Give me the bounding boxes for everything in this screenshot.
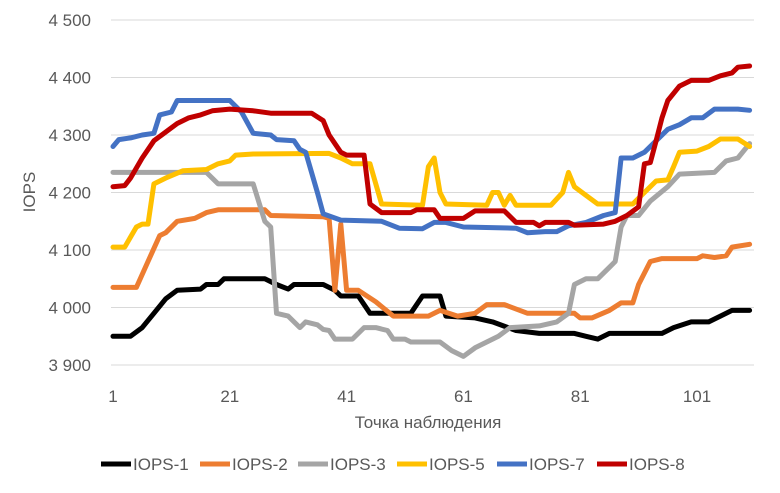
legend-item-iops-2: IOPS-2 — [200, 455, 288, 474]
series-line-iops-2 — [110, 207, 753, 321]
y-tick-label: 4 100 — [48, 241, 91, 260]
y-tick-label: 3 900 — [48, 356, 91, 375]
x-axis-title: Точка наблюдения — [355, 413, 502, 432]
legend: IOPS-1 IOPS-2 IOPS-3 IOPS-5 IOPS-7 IOPS-8 — [101, 455, 685, 474]
legend-label: IOPS-5 — [429, 455, 485, 474]
legend-item-iops-3: IOPS-3 — [298, 455, 386, 474]
x-axis-ticks: 1 21 41 61 81 101 — [108, 387, 711, 406]
y-tick-label: 4 300 — [48, 126, 91, 145]
x-tick-label: 41 — [337, 387, 356, 406]
legend-item-iops-8: IOPS-8 — [597, 455, 685, 474]
y-tick-label: 4 000 — [48, 299, 91, 318]
y-axis-ticks: 3 900 4 000 4 100 4 200 4 300 4 400 4 500 — [48, 11, 91, 375]
x-tick-label: 1 — [108, 387, 117, 406]
gridlines — [111, 19, 754, 308]
series-line-iops-8 — [110, 63, 753, 229]
legend-label: IOPS-3 — [330, 455, 386, 474]
series-line-iops-5 — [110, 136, 753, 250]
x-tick-label: 101 — [683, 387, 711, 406]
series-lines — [110, 63, 753, 359]
legend-item-iops-1: IOPS-1 — [101, 455, 189, 474]
y-tick-label: 4 200 — [48, 184, 91, 203]
legend-item-iops-5: IOPS-5 — [397, 455, 485, 474]
legend-label: IOPS-8 — [629, 455, 685, 474]
legend-item-iops-7: IOPS-7 — [497, 455, 585, 474]
y-tick-label: 4 400 — [48, 69, 91, 88]
series-line-iops-3 — [110, 141, 753, 359]
y-tick-label: 4 500 — [48, 11, 91, 30]
x-tick-label: 61 — [454, 387, 473, 406]
legend-label: IOPS-1 — [133, 455, 189, 474]
y-axis-title: IOPS — [20, 172, 39, 213]
series-line-iops-1 — [110, 276, 753, 342]
x-tick-label: 21 — [220, 387, 239, 406]
legend-label: IOPS-7 — [529, 455, 585, 474]
x-tick-label: 81 — [571, 387, 590, 406]
legend-label: IOPS-2 — [232, 455, 288, 474]
